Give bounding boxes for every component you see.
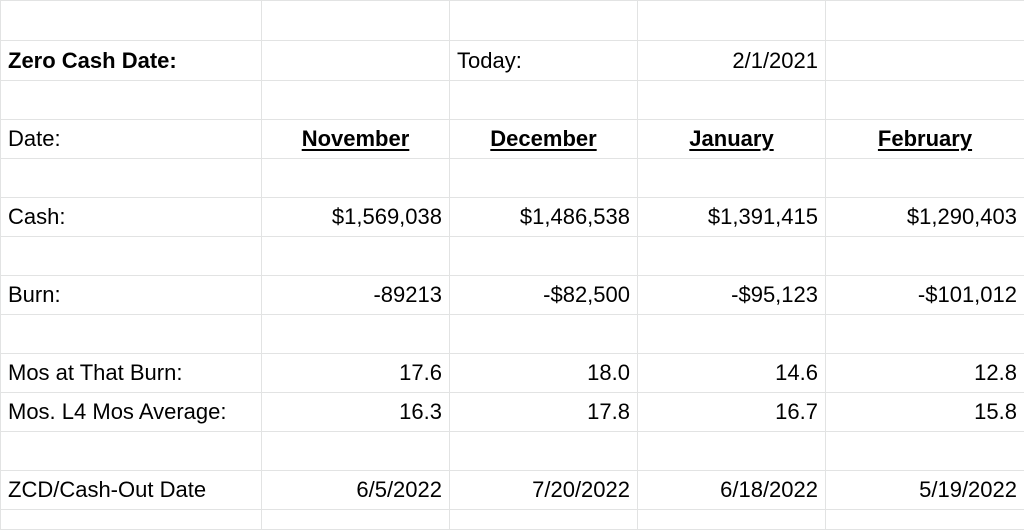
cell[interactable] [262, 432, 450, 471]
cell[interactable] [638, 237, 826, 276]
mos-at-burn-value[interactable]: 12.8 [826, 354, 1024, 393]
today-label[interactable]: Today: [450, 41, 638, 81]
today-value[interactable]: 2/1/2021 [638, 41, 826, 81]
sheet-row [1, 315, 1024, 354]
cell[interactable] [450, 510, 638, 530]
cell[interactable] [826, 510, 1024, 530]
cash-value[interactable]: $1,391,415 [638, 198, 826, 237]
l4-average-value[interactable]: 15.8 [826, 393, 1024, 432]
cell[interactable] [638, 432, 826, 471]
cell[interactable] [1, 510, 262, 530]
zero-cash-date-label[interactable]: Zero Cash Date: [1, 41, 262, 81]
month-header-november[interactable]: November [262, 120, 450, 159]
sheet-row [1, 1, 1024, 41]
l4-average-row: Mos. L4 Mos Average: 16.3 17.8 16.7 15.8 [1, 393, 1024, 432]
cell[interactable] [826, 315, 1024, 354]
cell[interactable] [1, 1, 262, 41]
cell[interactable] [450, 1, 638, 41]
cell[interactable] [1, 237, 262, 276]
cell[interactable] [450, 315, 638, 354]
burn-row: Burn: -89213 -$82,500 -$95,123 -$101,012 [1, 276, 1024, 315]
cell[interactable] [262, 315, 450, 354]
cell[interactable] [826, 159, 1024, 198]
sheet-row [1, 81, 1024, 120]
l4-average-value[interactable]: 17.8 [450, 393, 638, 432]
cell[interactable] [826, 41, 1024, 81]
month-header-december[interactable]: December [450, 120, 638, 159]
mos-at-burn-value[interactable]: 17.6 [262, 354, 450, 393]
burn-value[interactable]: -89213 [262, 276, 450, 315]
cell[interactable] [638, 510, 826, 530]
mos-at-burn-value[interactable]: 14.6 [638, 354, 826, 393]
cell[interactable] [450, 432, 638, 471]
cash-row: Cash: $1,569,038 $1,486,538 $1,391,415 $… [1, 198, 1024, 237]
zcd-value[interactable]: 6/5/2022 [262, 471, 450, 510]
zcd-value[interactable]: 6/18/2022 [638, 471, 826, 510]
mos-at-burn-label[interactable]: Mos at That Burn: [1, 354, 262, 393]
cell[interactable] [638, 315, 826, 354]
l4-average-value[interactable]: 16.3 [262, 393, 450, 432]
zero-cash-date-value[interactable] [262, 41, 450, 81]
cell[interactable] [1, 81, 262, 120]
cell[interactable] [638, 159, 826, 198]
zcd-value[interactable]: 5/19/2022 [826, 471, 1024, 510]
burn-label[interactable]: Burn: [1, 276, 262, 315]
sheet-row [1, 510, 1024, 530]
month-header-january[interactable]: January [638, 120, 826, 159]
date-label[interactable]: Date: [1, 120, 262, 159]
cell[interactable] [262, 1, 450, 41]
month-header-label: November [302, 126, 410, 151]
month-header-label: February [878, 126, 972, 151]
cash-label[interactable]: Cash: [1, 198, 262, 237]
l4-average-label[interactable]: Mos. L4 Mos Average: [1, 393, 262, 432]
month-header-label: January [689, 126, 773, 151]
month-header-label: December [490, 126, 596, 151]
cell[interactable] [826, 81, 1024, 120]
sheet-row [1, 159, 1024, 198]
l4-average-value[interactable]: 16.7 [638, 393, 826, 432]
mos-at-burn-row: Mos at That Burn: 17.6 18.0 14.6 12.8 [1, 354, 1024, 393]
cell[interactable] [826, 1, 1024, 41]
zcd-value[interactable]: 7/20/2022 [450, 471, 638, 510]
zcd-label[interactable]: ZCD/Cash-Out Date [1, 471, 262, 510]
cell[interactable] [262, 81, 450, 120]
cell[interactable] [1, 159, 262, 198]
cell[interactable] [1, 432, 262, 471]
cash-value[interactable]: $1,569,038 [262, 198, 450, 237]
cell[interactable] [262, 159, 450, 198]
zcd-row: ZCD/Cash-Out Date 6/5/2022 7/20/2022 6/1… [1, 471, 1024, 510]
sheet-row [1, 432, 1024, 471]
burn-value[interactable]: -$95,123 [638, 276, 826, 315]
cell[interactable] [450, 159, 638, 198]
cash-value[interactable]: $1,290,403 [826, 198, 1024, 237]
mos-at-burn-value[interactable]: 18.0 [450, 354, 638, 393]
sheet-row: Date: November December January February [1, 120, 1024, 159]
cell[interactable] [450, 237, 638, 276]
cell[interactable] [638, 1, 826, 41]
cell[interactable] [262, 510, 450, 530]
cell[interactable] [826, 432, 1024, 471]
sheet-row: Zero Cash Date: Today: 2/1/2021 [1, 41, 1024, 81]
month-header-february[interactable]: February [826, 120, 1024, 159]
cell[interactable] [262, 237, 450, 276]
cell[interactable] [1, 315, 262, 354]
cell[interactable] [826, 237, 1024, 276]
burn-value[interactable]: -$101,012 [826, 276, 1024, 315]
burn-value[interactable]: -$82,500 [450, 276, 638, 315]
cash-value[interactable]: $1,486,538 [450, 198, 638, 237]
cell[interactable] [638, 81, 826, 120]
sheet-row [1, 237, 1024, 276]
cell[interactable] [450, 81, 638, 120]
